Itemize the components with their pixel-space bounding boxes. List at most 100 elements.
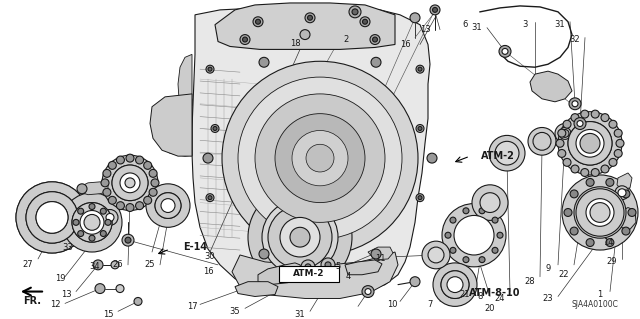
Circle shape bbox=[155, 193, 181, 219]
Polygon shape bbox=[215, 3, 395, 49]
Circle shape bbox=[151, 179, 159, 187]
Circle shape bbox=[290, 227, 310, 247]
Polygon shape bbox=[232, 252, 398, 299]
Circle shape bbox=[616, 139, 624, 147]
Circle shape bbox=[149, 188, 157, 196]
Circle shape bbox=[559, 128, 571, 139]
Circle shape bbox=[472, 185, 508, 220]
Text: 4: 4 bbox=[346, 272, 351, 281]
Circle shape bbox=[149, 169, 157, 177]
Text: 7: 7 bbox=[428, 300, 433, 309]
Circle shape bbox=[495, 141, 519, 165]
Circle shape bbox=[558, 150, 566, 157]
Circle shape bbox=[480, 193, 500, 212]
Circle shape bbox=[111, 261, 119, 269]
Circle shape bbox=[255, 19, 260, 24]
Circle shape bbox=[416, 194, 424, 202]
Text: 16: 16 bbox=[203, 267, 213, 276]
Circle shape bbox=[580, 168, 589, 176]
Circle shape bbox=[240, 34, 250, 44]
Text: 6: 6 bbox=[462, 20, 468, 29]
Circle shape bbox=[445, 232, 451, 238]
Circle shape bbox=[238, 77, 402, 239]
Circle shape bbox=[305, 264, 311, 270]
Circle shape bbox=[499, 46, 511, 57]
Circle shape bbox=[558, 129, 566, 137]
Polygon shape bbox=[616, 208, 636, 229]
Circle shape bbox=[112, 165, 148, 201]
Circle shape bbox=[591, 168, 599, 176]
Circle shape bbox=[502, 48, 508, 54]
Circle shape bbox=[362, 19, 367, 24]
Text: ATM-8-10: ATM-8-10 bbox=[469, 287, 521, 298]
Text: 18: 18 bbox=[290, 39, 300, 48]
Circle shape bbox=[622, 190, 630, 198]
Polygon shape bbox=[82, 182, 108, 195]
Circle shape bbox=[155, 193, 181, 219]
Circle shape bbox=[300, 30, 310, 40]
Text: FR.: FR. bbox=[23, 296, 41, 307]
Circle shape bbox=[576, 189, 624, 236]
Text: ATM-2: ATM-2 bbox=[481, 151, 515, 161]
Circle shape bbox=[418, 127, 422, 130]
Circle shape bbox=[489, 135, 525, 171]
Circle shape bbox=[609, 159, 617, 166]
Circle shape bbox=[586, 239, 594, 247]
Circle shape bbox=[103, 188, 111, 196]
Circle shape bbox=[126, 154, 134, 162]
Text: 2: 2 bbox=[344, 35, 349, 44]
Polygon shape bbox=[150, 94, 192, 156]
Circle shape bbox=[72, 203, 112, 242]
Circle shape bbox=[116, 285, 124, 293]
Circle shape bbox=[72, 203, 112, 242]
Circle shape bbox=[100, 208, 106, 214]
Circle shape bbox=[206, 194, 214, 202]
Polygon shape bbox=[617, 173, 632, 190]
Circle shape bbox=[370, 34, 380, 44]
Circle shape bbox=[73, 219, 79, 225]
Text: 22: 22 bbox=[559, 270, 569, 279]
Circle shape bbox=[614, 129, 622, 137]
Circle shape bbox=[307, 15, 312, 20]
Text: SJA4A0100C: SJA4A0100C bbox=[572, 300, 618, 309]
Circle shape bbox=[410, 13, 420, 23]
Circle shape bbox=[136, 156, 143, 164]
Circle shape bbox=[36, 202, 68, 233]
Polygon shape bbox=[345, 260, 382, 275]
Polygon shape bbox=[368, 247, 393, 260]
Circle shape bbox=[372, 37, 378, 42]
Circle shape bbox=[126, 204, 134, 211]
Circle shape bbox=[558, 112, 622, 175]
Circle shape bbox=[36, 202, 68, 233]
Circle shape bbox=[253, 17, 263, 27]
Circle shape bbox=[306, 144, 334, 172]
Text: 13: 13 bbox=[420, 25, 430, 34]
Text: 3: 3 bbox=[522, 20, 528, 29]
Circle shape bbox=[580, 133, 600, 153]
Text: 10: 10 bbox=[387, 300, 397, 309]
Text: 15: 15 bbox=[103, 310, 113, 319]
Circle shape bbox=[422, 241, 450, 269]
Circle shape bbox=[325, 262, 331, 268]
Circle shape bbox=[116, 202, 124, 210]
Circle shape bbox=[84, 214, 100, 230]
Circle shape bbox=[208, 196, 212, 200]
Circle shape bbox=[568, 122, 612, 165]
Text: 33: 33 bbox=[63, 242, 74, 252]
Circle shape bbox=[614, 150, 622, 157]
Circle shape bbox=[106, 213, 114, 221]
Circle shape bbox=[352, 9, 358, 15]
Circle shape bbox=[16, 182, 88, 253]
Circle shape bbox=[561, 130, 569, 137]
Circle shape bbox=[268, 205, 332, 269]
Circle shape bbox=[601, 114, 609, 122]
Circle shape bbox=[576, 130, 604, 157]
Circle shape bbox=[586, 199, 614, 226]
Circle shape bbox=[430, 5, 440, 15]
Circle shape bbox=[248, 186, 352, 289]
Circle shape bbox=[77, 231, 84, 236]
Circle shape bbox=[492, 247, 498, 253]
Circle shape bbox=[371, 57, 381, 67]
Circle shape bbox=[497, 232, 503, 238]
Circle shape bbox=[321, 258, 335, 272]
